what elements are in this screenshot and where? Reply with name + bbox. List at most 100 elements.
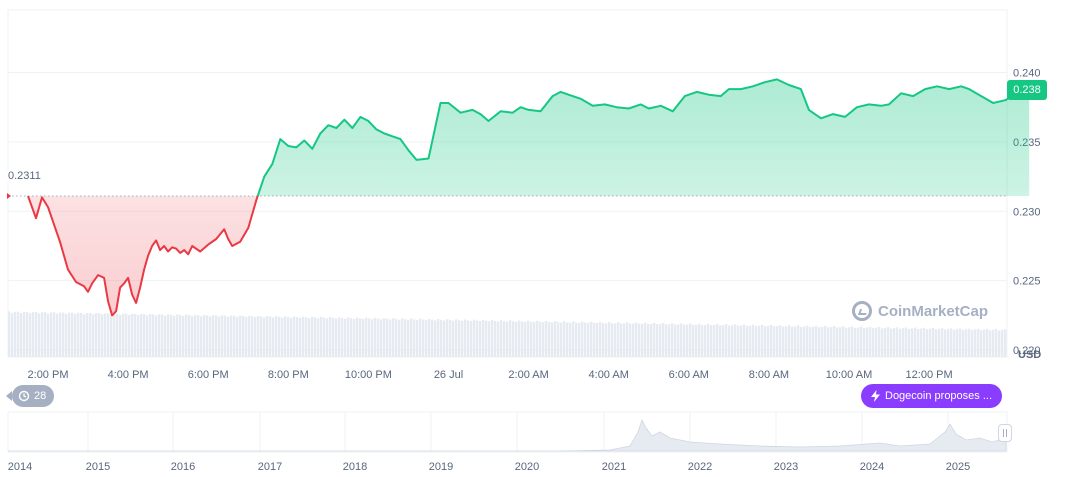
volume-bar xyxy=(698,323,701,357)
volume-bar xyxy=(413,319,416,357)
navigator-range-handle[interactable] xyxy=(998,424,1012,442)
volume-bar xyxy=(104,313,107,357)
y-tick-label: 0.225 xyxy=(1013,276,1041,288)
volume-bar xyxy=(737,325,740,357)
volume-bar xyxy=(167,314,170,357)
volume-bar xyxy=(410,318,413,357)
volume-bar xyxy=(914,327,917,357)
volume-bar xyxy=(596,323,599,357)
price-line-down xyxy=(27,195,259,317)
history-button[interactable]: 28 xyxy=(5,385,55,407)
volume-bar xyxy=(815,325,818,357)
volume-bar xyxy=(911,328,914,357)
volume-bar xyxy=(677,324,680,357)
volume-bar xyxy=(38,313,41,357)
watermark: CoinMarketCap xyxy=(852,299,988,323)
volume-bar xyxy=(986,328,989,357)
volume-bar xyxy=(770,324,773,357)
volume-bar xyxy=(491,319,494,357)
volume-bar xyxy=(599,321,602,357)
volume-bar xyxy=(248,315,251,357)
volume-bar xyxy=(281,317,284,357)
volume-bar xyxy=(980,330,983,357)
x-tick-label: 4:00 AM xyxy=(589,369,629,381)
volume-bar xyxy=(785,326,788,357)
volume-bar xyxy=(296,317,299,357)
volume-bar xyxy=(680,323,683,357)
x-tick-label: 8:00 AM xyxy=(749,369,789,381)
volume-bar xyxy=(119,314,122,357)
volume-bar xyxy=(161,314,164,357)
volume-bar xyxy=(200,316,203,357)
volume-bar xyxy=(923,327,926,357)
volume-bar xyxy=(386,318,389,357)
volume-bar xyxy=(797,325,800,357)
volume-bar xyxy=(503,321,506,357)
volume-bar xyxy=(872,328,875,357)
volume-bar xyxy=(704,324,707,357)
volume-bar xyxy=(686,324,689,357)
watermark-text: CoinMarketCap xyxy=(878,302,989,320)
volume-bar xyxy=(350,318,353,357)
volume-bar xyxy=(284,316,287,357)
volume-bar xyxy=(827,327,830,357)
volume-bar xyxy=(173,315,176,357)
volume-bar xyxy=(110,314,113,357)
volume-bar xyxy=(866,327,869,357)
volume-bar xyxy=(95,313,98,357)
volume-bar xyxy=(944,329,947,357)
volume-bar xyxy=(266,316,269,357)
volume-bar xyxy=(242,316,245,357)
volume-bar xyxy=(800,326,803,357)
volume-bar xyxy=(206,315,209,357)
volume-bar xyxy=(380,319,383,357)
baseline-marker xyxy=(7,192,11,199)
volume-bar xyxy=(896,327,899,357)
volume-bar xyxy=(203,314,206,357)
volume-bar xyxy=(236,316,239,357)
volume-bar xyxy=(974,329,977,357)
volume-bar xyxy=(434,320,437,357)
volume-bar xyxy=(77,312,80,357)
volume-bar xyxy=(101,314,104,357)
volume-bar xyxy=(728,325,731,357)
navigator-year-label: 2014 xyxy=(8,461,32,473)
volume-bar xyxy=(116,313,119,357)
current-price-badge: 0.238 xyxy=(1007,80,1047,100)
volume-bar xyxy=(44,312,47,357)
news-pill[interactable]: Dogecoin proposes ... xyxy=(861,384,1003,408)
volume-bar xyxy=(395,319,398,357)
volume-bar xyxy=(593,322,596,357)
volume-bar xyxy=(995,329,998,357)
volume-bar xyxy=(776,326,779,357)
navigator-year-label: 2021 xyxy=(602,461,626,473)
volume-bar xyxy=(617,322,620,357)
volume-bar xyxy=(278,316,281,357)
y-tick-label: 0.240 xyxy=(1013,67,1041,79)
x-tick-label: 6:00 PM xyxy=(188,369,229,381)
volume-bar xyxy=(17,311,20,357)
navigator-year-label: 2025 xyxy=(946,461,970,473)
volume-bar xyxy=(356,317,359,357)
volume-bar xyxy=(98,313,101,357)
volume-bar xyxy=(767,325,770,357)
y-tick-label: 0.220 xyxy=(1013,345,1041,357)
volume-bar xyxy=(755,325,758,357)
volume-bar xyxy=(947,328,950,357)
volume-bar xyxy=(611,323,614,357)
volume-bar xyxy=(578,322,581,357)
volume-bar xyxy=(902,328,905,357)
volume-bar xyxy=(566,322,569,357)
volume-bar xyxy=(653,322,656,357)
volume-bar xyxy=(620,323,623,357)
volume-bar xyxy=(224,315,227,357)
volume-bar xyxy=(719,325,722,357)
volume-bar xyxy=(53,312,56,357)
volume-bar xyxy=(656,324,659,357)
volume-bar xyxy=(179,314,182,357)
volume-bar xyxy=(272,317,275,357)
volume-bar xyxy=(230,315,233,357)
volume-bar xyxy=(512,321,515,357)
volume-bar xyxy=(635,322,638,357)
